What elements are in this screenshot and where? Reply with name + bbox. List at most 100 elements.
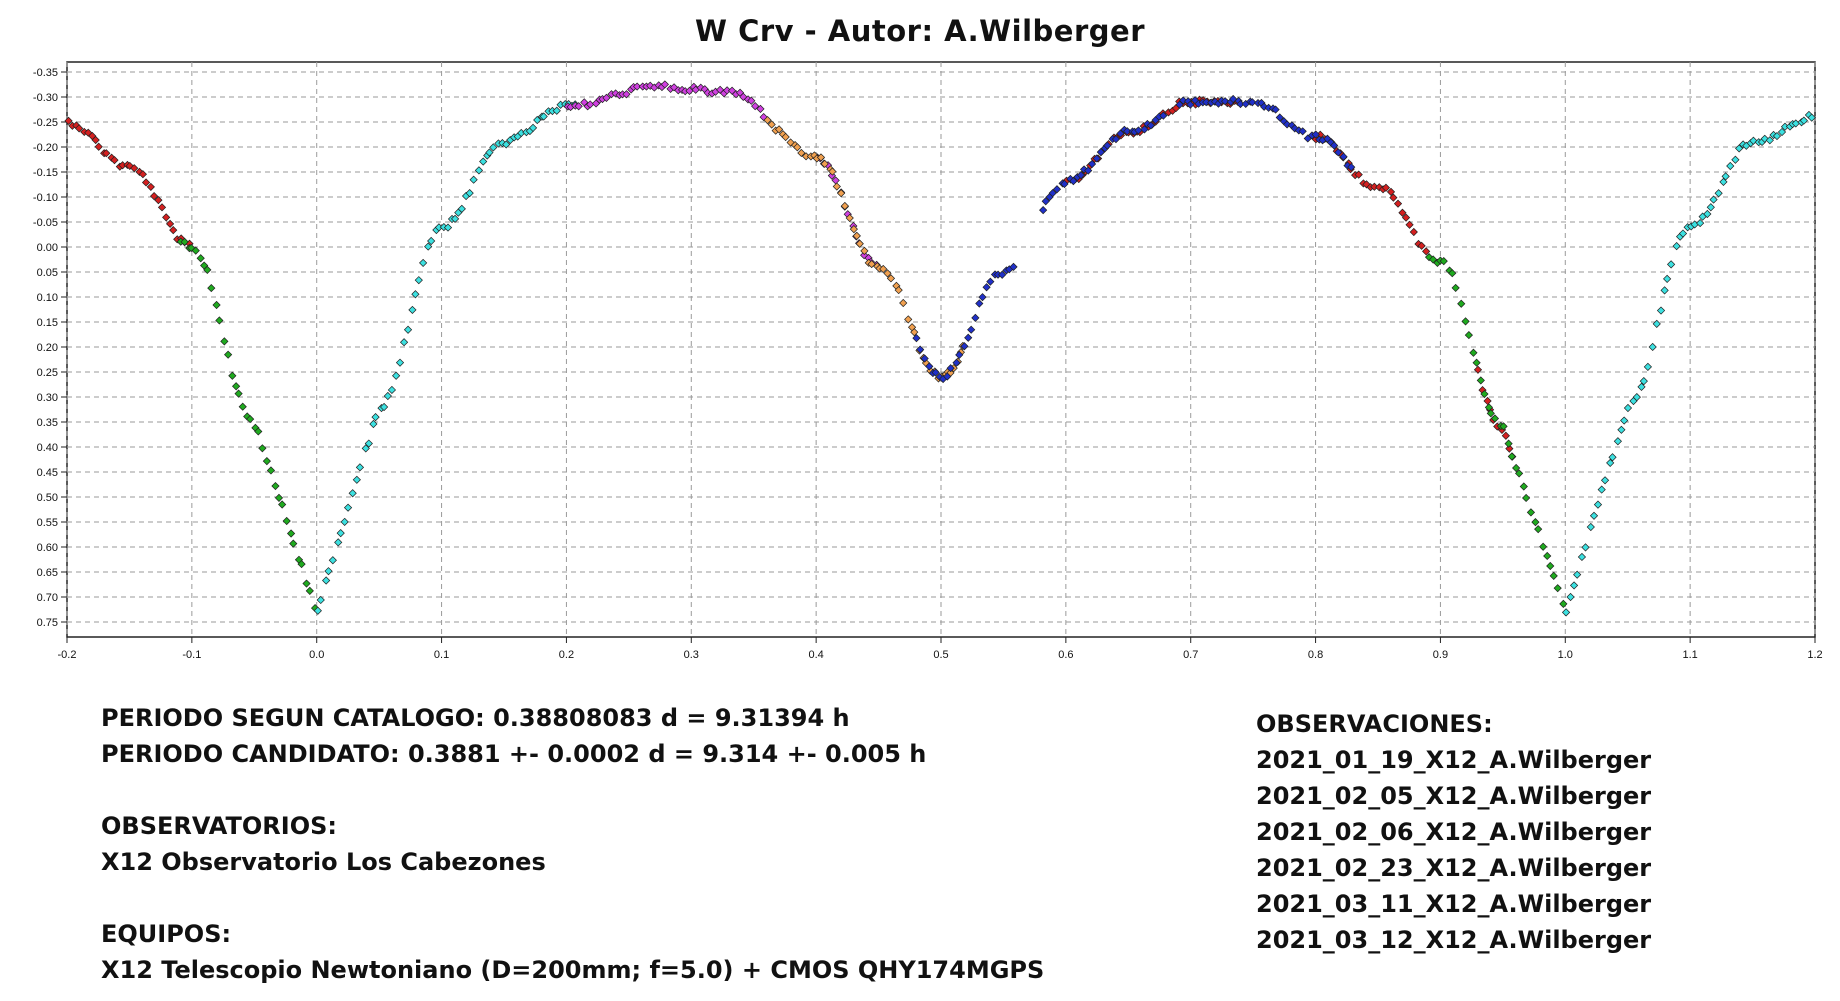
data-point bbox=[1484, 403, 1494, 412]
data-point bbox=[1648, 342, 1657, 352]
data-point bbox=[1448, 269, 1457, 278]
data-point bbox=[971, 313, 980, 322]
data-point bbox=[262, 457, 271, 466]
data-point bbox=[369, 419, 378, 429]
y-tick-label: 0.20 bbox=[37, 342, 58, 354]
data-point bbox=[1469, 348, 1478, 357]
data-point bbox=[157, 203, 167, 212]
observacion-item: 2021_01_19_X12_A.Wilberger bbox=[1256, 746, 1652, 774]
data-point bbox=[925, 362, 934, 371]
data-point bbox=[660, 80, 669, 89]
data-point bbox=[1103, 141, 1112, 150]
data-point bbox=[1721, 172, 1730, 181]
data-point bbox=[1714, 189, 1723, 198]
data-point bbox=[1084, 166, 1093, 175]
data-point bbox=[1347, 163, 1356, 172]
data-point bbox=[1079, 165, 1089, 174]
data-point bbox=[141, 178, 151, 187]
data-point bbox=[1311, 130, 1320, 139]
data-point bbox=[845, 213, 854, 223]
observacion-item: 2021_02_05_X12_A.Wilberger bbox=[1256, 782, 1652, 810]
data-point bbox=[1672, 242, 1681, 251]
data-point bbox=[191, 246, 200, 255]
data-point bbox=[102, 149, 111, 158]
data-point bbox=[64, 116, 73, 125]
y-tick-label: 0.40 bbox=[37, 442, 58, 454]
data-point bbox=[574, 102, 583, 111]
data-point bbox=[1608, 453, 1617, 462]
data-point bbox=[1339, 152, 1348, 161]
data-point bbox=[1096, 148, 1105, 157]
y-tick-label: -0.20 bbox=[33, 142, 58, 154]
data-point bbox=[975, 299, 984, 308]
data-point bbox=[1663, 274, 1672, 283]
data-point bbox=[282, 516, 291, 526]
data-point bbox=[395, 358, 405, 367]
y-tick-label: 0.45 bbox=[37, 467, 58, 479]
data-point bbox=[336, 529, 345, 538]
data-point bbox=[1507, 452, 1516, 461]
y-tick-label: -0.30 bbox=[33, 92, 58, 104]
data-point bbox=[533, 115, 542, 125]
data-point bbox=[1202, 98, 1211, 107]
y-tick-label: 0.25 bbox=[37, 367, 58, 379]
data-point bbox=[998, 270, 1007, 279]
data-point bbox=[747, 96, 756, 105]
data-point bbox=[196, 254, 205, 263]
y-tick-label: 0.35 bbox=[37, 417, 58, 429]
data-point bbox=[1486, 409, 1495, 418]
data-point bbox=[860, 246, 869, 255]
data-point bbox=[343, 503, 353, 512]
data-point bbox=[187, 243, 196, 253]
data-point bbox=[828, 167, 837, 176]
data-point bbox=[952, 358, 961, 367]
y-tick-label: 0.50 bbox=[37, 492, 58, 504]
data-point bbox=[297, 559, 306, 569]
x-tick-label: 0.3 bbox=[684, 649, 699, 661]
data-point bbox=[1405, 220, 1414, 229]
data-point bbox=[361, 444, 370, 453]
data-point bbox=[1620, 416, 1629, 425]
data-point bbox=[1389, 193, 1398, 202]
data-point bbox=[1543, 551, 1552, 561]
data-point bbox=[1553, 584, 1562, 593]
data-point bbox=[1505, 444, 1514, 453]
data-point bbox=[1569, 581, 1579, 590]
data-point bbox=[392, 371, 401, 380]
observatorios-heading: OBSERVATORIOS: bbox=[101, 812, 337, 840]
data-point bbox=[328, 556, 337, 565]
data-point bbox=[1566, 592, 1575, 602]
data-point bbox=[387, 385, 397, 395]
data-point bbox=[986, 277, 995, 286]
data-point bbox=[1719, 177, 1728, 187]
y-tick-label: 0.15 bbox=[37, 317, 58, 329]
data-point bbox=[427, 236, 436, 246]
observacion-item: 2021_03_12_X12_A.Wilberger bbox=[1256, 926, 1652, 954]
equipos-heading: EQUIPOS: bbox=[101, 920, 232, 948]
data-point bbox=[1483, 396, 1492, 406]
data-point bbox=[1637, 382, 1646, 391]
x-tick-label: 1.0 bbox=[1558, 649, 1573, 661]
x-axis-ticks: -0.2 -0.1 0.0 0.1 0.2 0.3 0.4 0.5 0.6 0.7 0.8 0.9 1.… bbox=[58, 637, 1823, 661]
data-point bbox=[1589, 511, 1599, 520]
data-point bbox=[739, 92, 748, 101]
data-point bbox=[816, 153, 826, 162]
data-point bbox=[75, 124, 84, 133]
data-point bbox=[1052, 185, 1062, 194]
x-tick-label: 0.9 bbox=[1433, 649, 1448, 661]
data-point bbox=[1772, 131, 1782, 141]
data-point bbox=[324, 567, 333, 576]
data-point bbox=[1512, 463, 1521, 473]
data-point bbox=[424, 242, 433, 251]
data-point bbox=[234, 389, 243, 398]
data-point bbox=[1464, 330, 1473, 340]
data-point bbox=[1334, 148, 1343, 157]
y-tick-label: -0.10 bbox=[33, 192, 58, 204]
data-point bbox=[305, 586, 314, 595]
data-point bbox=[722, 86, 732, 95]
data-point bbox=[258, 444, 267, 453]
data-point bbox=[149, 192, 159, 201]
data-point bbox=[622, 90, 631, 99]
data-point bbox=[1260, 102, 1269, 111]
data-point bbox=[1140, 125, 1149, 134]
